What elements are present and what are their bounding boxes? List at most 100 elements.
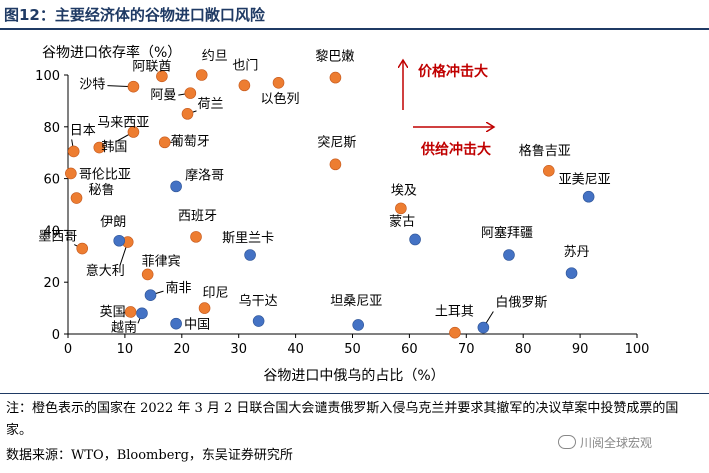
point-orange <box>70 192 83 204</box>
point-label: 埃及 <box>391 183 417 198</box>
point-label: 格鲁吉亚 <box>519 143 571 159</box>
point-label: 亚美尼亚 <box>559 173 611 188</box>
x-tick-label: 20 <box>174 342 191 357</box>
point-label: 乌干达 <box>239 293 278 309</box>
point-label: 日本 <box>70 123 96 138</box>
point-blue <box>352 319 364 331</box>
y-tick-label: 80 <box>43 121 60 136</box>
point-orange <box>395 202 407 215</box>
point-label: 韩国 <box>101 140 127 155</box>
point-orange <box>543 165 555 177</box>
y-tick-label: 60 <box>43 173 60 188</box>
x-tick-label: 50 <box>344 342 361 357</box>
point-label: 也门 <box>232 58 258 73</box>
y-axis-label: 谷物进口依存率（%） <box>42 44 181 61</box>
point-label: 突尼斯 <box>317 134 356 150</box>
point-orange <box>329 158 342 171</box>
point-label: 摩洛哥 <box>185 167 224 183</box>
point-label: 斯里兰卡 <box>222 231 274 246</box>
footnote: 注：橙色表示的国家在 2022 年 3 月 2 日联合国大会谴责俄罗斯入侵乌克兰… <box>6 401 679 438</box>
point-blue <box>252 315 265 327</box>
figure-title: 图12：主要经济体的谷物进口敞口风险 <box>4 6 265 24</box>
point-label: 菲律宾 <box>142 253 181 269</box>
point-label: 以色列 <box>261 91 300 107</box>
point-orange <box>158 136 171 149</box>
point-orange <box>67 145 80 158</box>
point-label: 苏丹 <box>564 244 590 260</box>
point-label: 墨西哥 <box>38 230 77 245</box>
point-blue <box>113 234 126 247</box>
x-tick-label: 10 <box>117 342 134 357</box>
watermark-text: 川阅全球宏观 <box>580 436 653 450</box>
y-tick-label: 20 <box>43 276 60 291</box>
supply-shock-label: 供给冲击大 <box>420 141 491 158</box>
point-label: 阿曼 <box>150 88 176 103</box>
point-orange <box>329 71 342 84</box>
point-label: 马来西亚 <box>97 116 149 131</box>
point-orange <box>127 126 140 138</box>
point-label: 白俄罗斯 <box>495 295 547 311</box>
point-label: 西班牙 <box>178 209 217 224</box>
point-label: 坦桑尼亚 <box>330 294 382 309</box>
point-label: 伊朗 <box>100 215 126 230</box>
x-tick-label: 90 <box>572 342 589 357</box>
point-label: 阿塞拜疆 <box>481 225 533 241</box>
point-orange <box>141 268 154 281</box>
point-blue <box>477 321 490 334</box>
wechat-icon <box>558 435 576 449</box>
x-tick-label: 30 <box>230 342 247 357</box>
point-orange <box>198 302 211 314</box>
point-orange <box>190 231 202 243</box>
y-tick-label: 40 <box>43 224 60 239</box>
point-label: 哥伦比亚 <box>79 167 131 182</box>
point-orange <box>127 80 140 93</box>
tick-labels: 0 10 20 30 40 50 60 70 80 90 100 0 20 40 60 80 100 <box>35 69 649 357</box>
point-label: 荷兰 <box>197 97 223 112</box>
x-tick-label: 100 <box>625 342 650 357</box>
point-blue <box>503 249 515 261</box>
point-orange <box>65 167 77 180</box>
scatter-chart: 0 10 20 30 40 50 60 70 80 90 100 0 20 40 60 80 100 谷物进口依… <box>35 44 649 384</box>
point-label: 蒙古 <box>389 214 415 229</box>
point-label: 黎巴嫩 <box>315 50 354 65</box>
point-blue <box>170 180 182 193</box>
x-tick-label: 40 <box>287 342 304 357</box>
note-rule <box>0 393 709 394</box>
point-label: 越南 <box>111 319 137 335</box>
x-axis-label: 谷物进口中俄乌的占比（%） <box>263 368 444 384</box>
point-orange <box>272 76 285 89</box>
point-blue <box>244 249 256 261</box>
y-tick-label: 0 <box>52 328 60 343</box>
price-shock-label: 价格冲击大 <box>418 63 488 80</box>
point-orange <box>181 108 194 120</box>
point-label: 约旦 <box>202 49 228 64</box>
point-label: 秘鲁 <box>89 183 115 198</box>
y-tick-label: 100 <box>35 69 60 84</box>
point-label: 葡萄牙 <box>171 134 210 149</box>
title-rule <box>0 28 709 30</box>
data-points <box>65 69 595 339</box>
point-blue <box>170 317 182 330</box>
point-orange <box>124 306 137 318</box>
point-label: 阿联酋 <box>132 58 171 74</box>
point-label: 意大利 <box>86 263 125 279</box>
point-orange <box>449 326 461 339</box>
point-orange <box>93 141 106 154</box>
watermark: 川阅全球宏观 <box>558 434 652 451</box>
point-orange <box>195 69 208 81</box>
point-label: 英国 <box>100 305 126 320</box>
point-blue <box>582 190 595 203</box>
point-label: 中国 <box>184 318 210 333</box>
point-label: 南非 <box>166 280 192 296</box>
point-orange <box>156 70 168 83</box>
x-tick-label: 80 <box>515 342 532 357</box>
point-label: 土耳其 <box>435 305 474 320</box>
point-orange <box>184 87 197 99</box>
point-blue <box>136 307 148 320</box>
point-label: 印尼 <box>203 286 229 301</box>
point-blue <box>409 233 421 246</box>
x-tick-label: 60 <box>401 342 418 357</box>
x-tick-label: 70 <box>458 342 475 357</box>
